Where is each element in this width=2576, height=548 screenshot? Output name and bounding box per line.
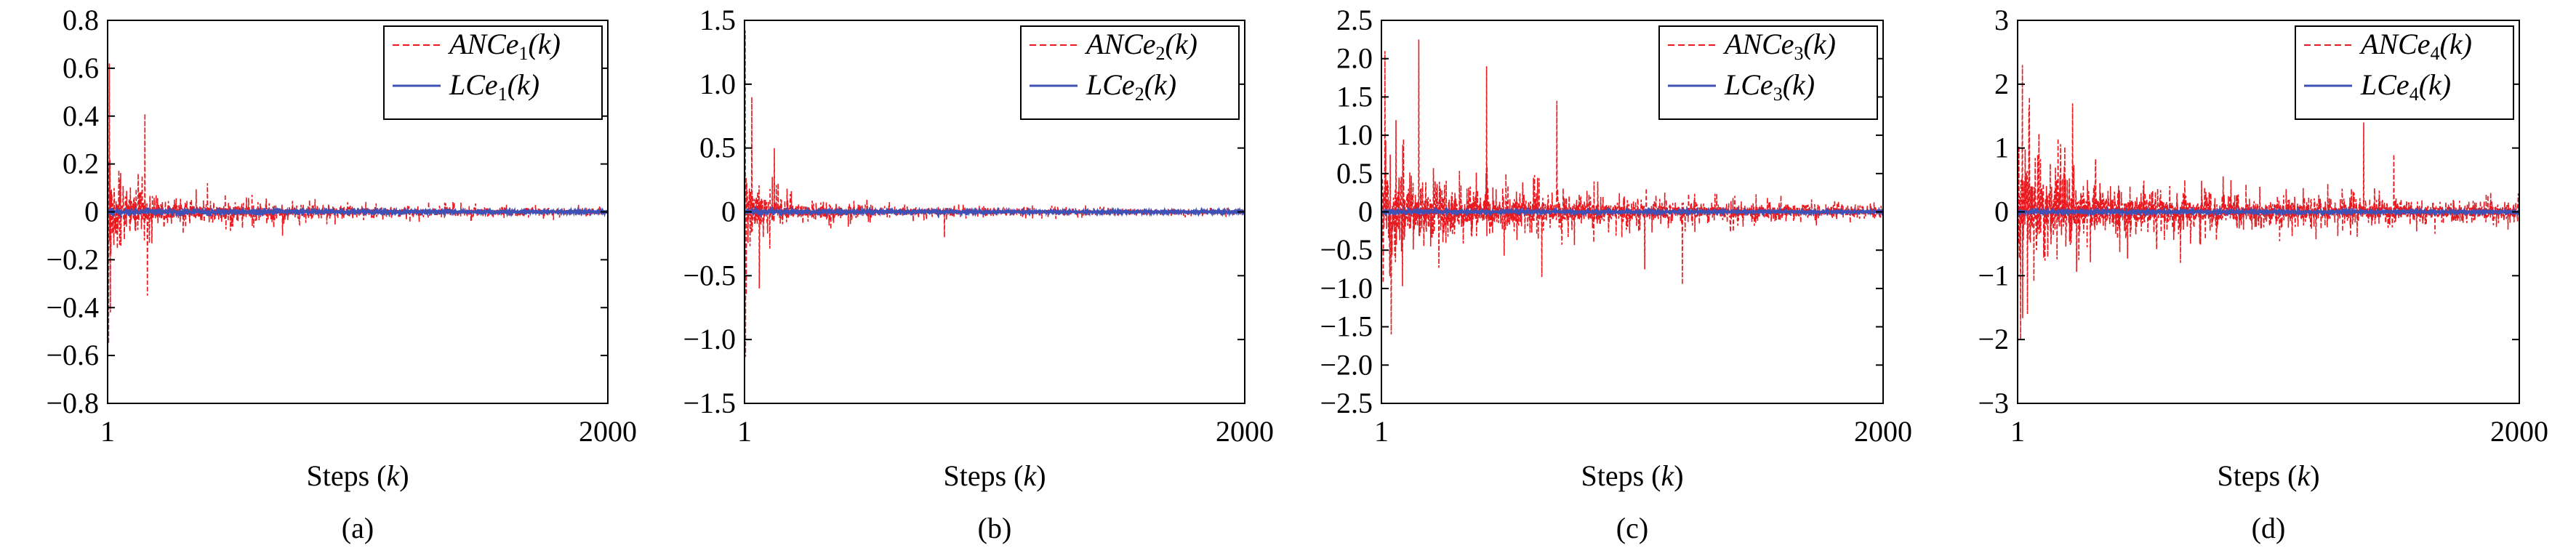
y-tick-label: 0 [721, 196, 736, 228]
panel-caption: (d) [2252, 512, 2286, 544]
y-tick-label: −0.5 [1320, 233, 1373, 266]
x-tick-label: 1 [2010, 415, 2025, 448]
legend-box [383, 25, 603, 120]
y-tick-label: 0.5 [699, 132, 736, 164]
panel-caption: (b) [978, 512, 1012, 544]
legend-entry-ance4: ANCe4(k) [2359, 28, 2472, 64]
plot-area [2018, 65, 2519, 340]
y-tick-label: −0.4 [46, 291, 99, 323]
series-line-lce1 [108, 206, 608, 219]
plot-area [1381, 39, 1883, 335]
x-tick-label: 2000 [579, 415, 637, 448]
x-tick-label: 2000 [2490, 415, 2548, 448]
y-tick-label: −1.0 [1320, 272, 1373, 305]
y-tick-label: −0.6 [46, 339, 99, 371]
y-tick-label: 1 [1994, 132, 2009, 164]
series-line-lce2 [745, 206, 1245, 219]
x-tick-label: 2000 [1854, 415, 1912, 448]
plot-area [108, 63, 608, 344]
y-tick-label: −3 [1978, 387, 2009, 419]
y-tick-label: 1.0 [1336, 118, 1373, 151]
legend-entry-ance2: ANCe2(k) [1084, 28, 1197, 64]
y-tick-label: 0.5 [1336, 157, 1373, 190]
y-tick-label: 1.0 [699, 68, 736, 100]
chart-3: −2.5 −2.0 −1.5 −1.0 −0.5 0 0.5 1.0 1.5 2.0 2.5 1 200… [1320, 4, 1912, 544]
legend-box [1658, 25, 1878, 120]
chart-4: −3 −2 −1 0 1 2 3 1 2000 Steps (k) (d) ANCe4(k) LCe4(… [1978, 4, 2548, 544]
x-axis-label: Steps (k) [943, 459, 1046, 492]
series-line-lce3 [1381, 206, 1883, 217]
series-line-ance3 [1381, 39, 1883, 335]
chart-1: −0.8 −0.6 −0.4 −0.2 0 0.2 0.4 0.6 0.8 1 2000 Steps … [46, 4, 637, 544]
y-tick-label: −1.5 [1320, 310, 1373, 343]
legend-entry-ance1: ANCe1(k) [447, 28, 561, 64]
x-tick-label: 2000 [1216, 415, 1274, 448]
y-tick-label: 0 [1358, 196, 1373, 228]
chart-2: −1.5 −1.0 −0.5 0 0.5 1.0 1.5 1 2000 Steps (k) (b) A… [683, 4, 1274, 544]
series-line-lce4 [2018, 206, 2519, 218]
y-tick-label: −2.0 [1320, 348, 1373, 381]
y-tick-label: −1.0 [683, 323, 736, 355]
y-tick-label: 0 [1994, 196, 2009, 228]
y-tick-label: 0 [84, 196, 99, 228]
y-tick-label: 1.5 [1336, 80, 1373, 113]
panel-caption: (c) [1616, 512, 1648, 544]
x-axis-label: Steps (k) [306, 459, 409, 492]
y-tick-label: 2 [1994, 68, 2009, 100]
y-tick-label: 0.6 [63, 52, 99, 84]
y-tick-label: 3 [1994, 4, 2009, 36]
y-tick-label: −0.5 [683, 259, 736, 291]
y-tick-label: 2.0 [1336, 42, 1373, 75]
y-tick-label: −1.5 [683, 387, 736, 419]
legend-entry-ance3: ANCe3(k) [1722, 28, 1836, 64]
y-tick-label: 1.5 [699, 4, 736, 36]
y-tick-label: −1 [1978, 259, 2009, 291]
y-tick-label: 0.8 [63, 4, 99, 36]
x-tick-label: 1 [1374, 415, 1389, 448]
panel-caption: (a) [342, 512, 374, 544]
y-tick-label: 2.5 [1336, 4, 1373, 36]
y-tick-label: −2 [1978, 323, 2009, 355]
legend-box [2295, 25, 2514, 120]
legend-entry-lce2: LCe2(k) [1086, 68, 1176, 105]
y-tick-label: 0.2 [63, 148, 99, 180]
plot-area [745, 31, 1245, 358]
y-tick-label: 0.4 [63, 100, 99, 132]
x-tick-label: 1 [100, 415, 115, 448]
y-tick-label: −0.8 [46, 387, 99, 419]
legend-entry-lce3: LCe3(k) [1724, 68, 1815, 105]
legend-entry-lce1: LCe1(k) [449, 68, 539, 105]
y-tick-label: −0.2 [46, 243, 99, 275]
y-tick-label: −2.5 [1320, 387, 1373, 419]
legend-entry-lce4: LCe4(k) [2360, 68, 2451, 105]
x-tick-label: 1 [737, 415, 752, 448]
x-axis-label: Steps (k) [2217, 459, 2319, 492]
x-axis-label: Steps (k) [1581, 459, 1683, 492]
legend-box [1020, 25, 1240, 120]
